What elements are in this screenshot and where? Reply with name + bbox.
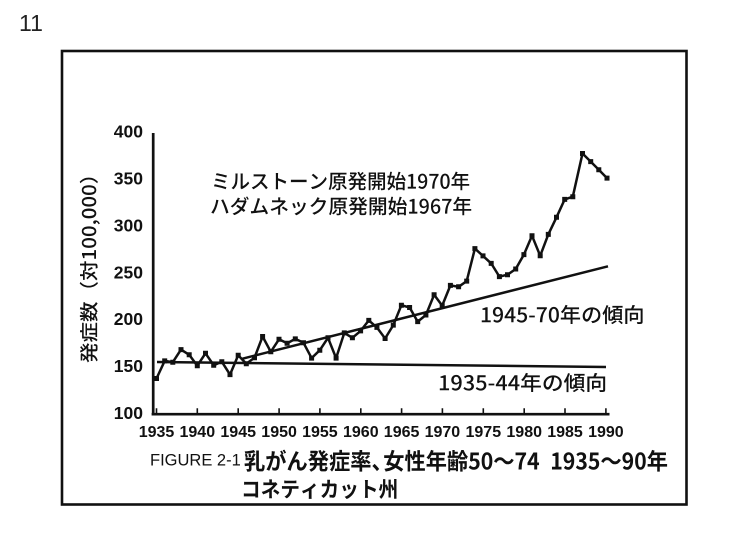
svg-text:1990: 1990	[588, 424, 624, 441]
svg-text:1980: 1980	[506, 424, 542, 441]
svg-text:1970: 1970	[425, 424, 461, 441]
svg-text:100: 100	[114, 403, 143, 423]
svg-text:250: 250	[114, 262, 143, 282]
svg-text:1945: 1945	[220, 424, 256, 441]
svg-text:1985: 1985	[547, 424, 583, 441]
svg-text:400: 400	[114, 122, 143, 142]
svg-text:300: 300	[114, 215, 143, 235]
svg-text:1960: 1960	[343, 424, 379, 441]
svg-text:1940: 1940	[180, 424, 216, 441]
svg-text:1950: 1950	[261, 424, 297, 441]
svg-text:200: 200	[114, 309, 143, 329]
svg-text:1965: 1965	[384, 424, 420, 441]
svg-text:1935: 1935	[139, 424, 175, 441]
svg-text:150: 150	[114, 356, 143, 376]
svg-text:1975: 1975	[466, 424, 502, 441]
svg-text:11: 11	[19, 10, 43, 36]
svg-text:1955: 1955	[302, 424, 338, 441]
svg-text:350: 350	[114, 169, 143, 189]
svg-text:FIGURE 2-1: FIGURE 2-1	[150, 452, 241, 470]
